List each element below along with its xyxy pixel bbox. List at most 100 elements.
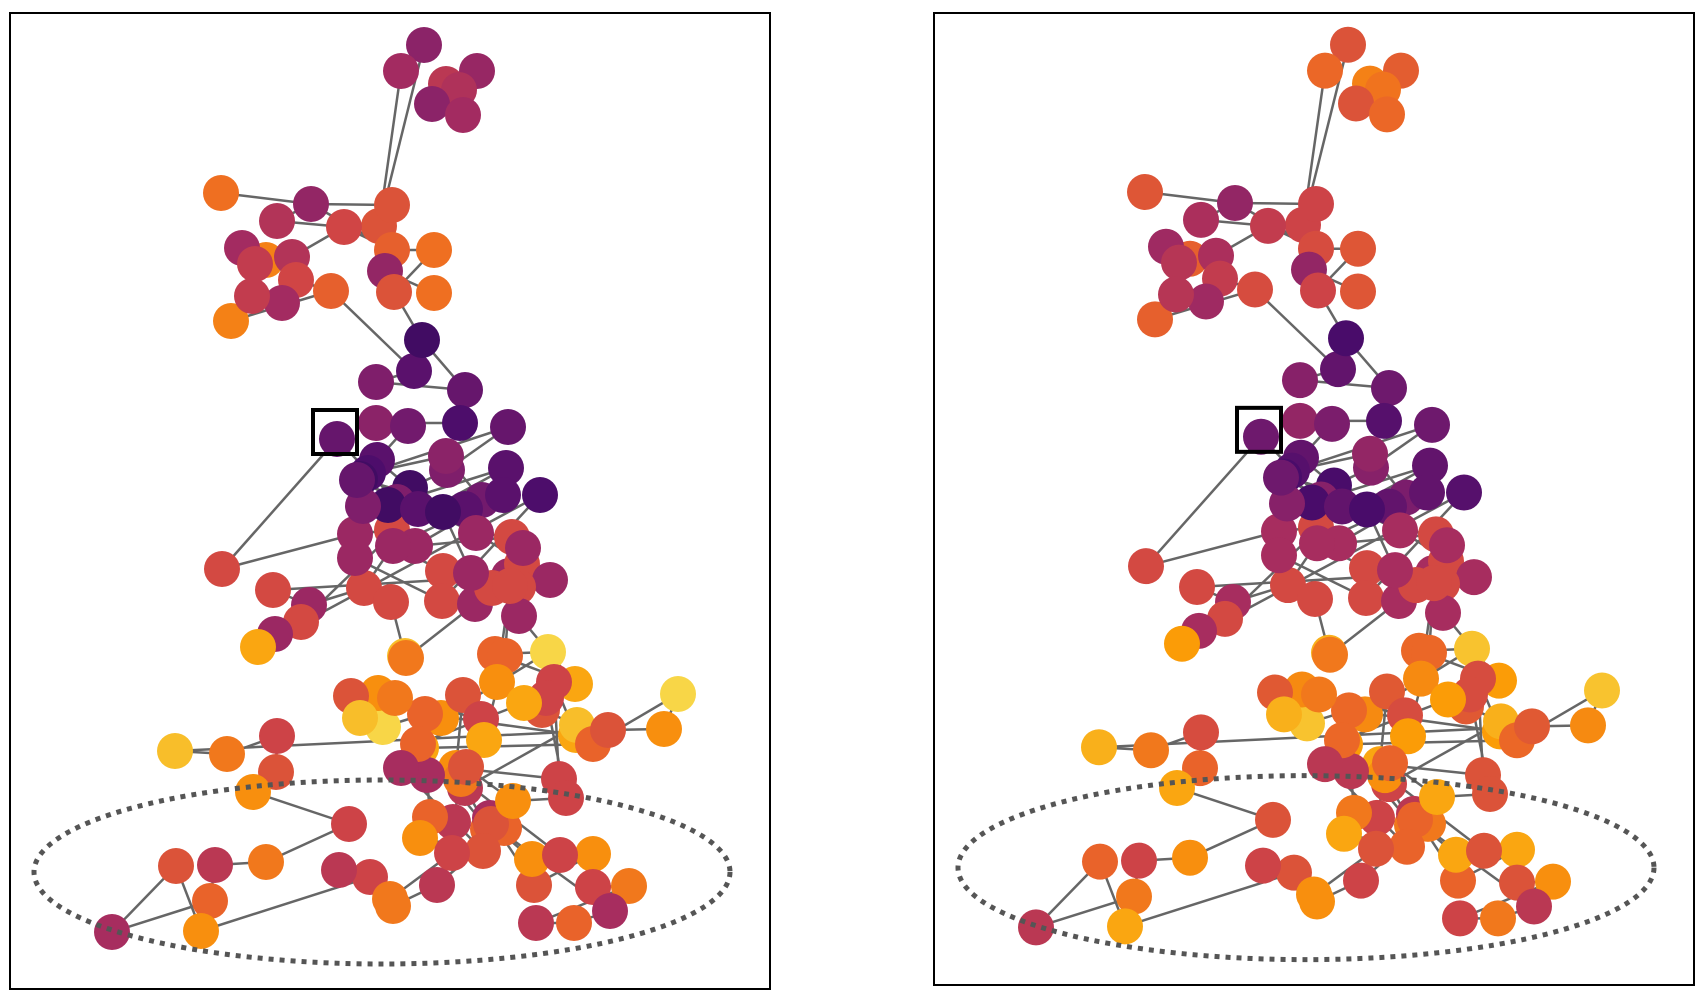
graph-node bbox=[1535, 863, 1571, 900]
graph-node bbox=[339, 462, 375, 498]
graph-node bbox=[485, 477, 521, 513]
graph-node bbox=[1172, 839, 1208, 876]
graph-node bbox=[1301, 676, 1337, 713]
graph-node bbox=[447, 372, 483, 408]
graph-node bbox=[590, 712, 626, 748]
graph-node bbox=[1188, 283, 1224, 320]
graph-node bbox=[479, 664, 515, 700]
graph-node bbox=[1326, 815, 1362, 852]
graph-node bbox=[1082, 843, 1118, 880]
graph-node bbox=[424, 583, 460, 619]
graph-node bbox=[1243, 418, 1279, 455]
graph-node bbox=[501, 598, 537, 634]
graph-node bbox=[293, 186, 329, 222]
graph-node bbox=[522, 477, 558, 513]
graph-node bbox=[319, 421, 355, 457]
graph-node bbox=[342, 700, 378, 736]
graph-node bbox=[1430, 681, 1466, 718]
graph-node bbox=[1266, 696, 1302, 733]
graph-node bbox=[157, 733, 193, 769]
graph-node bbox=[1425, 594, 1461, 631]
graph-node bbox=[1237, 271, 1273, 308]
graph-node bbox=[416, 232, 452, 268]
graph-edge bbox=[1145, 435, 1262, 567]
graph-node bbox=[1440, 862, 1476, 899]
graph-node bbox=[416, 275, 452, 311]
graph-node bbox=[1270, 567, 1306, 604]
graph-node bbox=[374, 187, 410, 223]
graph-node bbox=[1466, 832, 1502, 869]
graph-node bbox=[1442, 900, 1478, 937]
graph-node bbox=[428, 438, 464, 474]
graph-node bbox=[1128, 548, 1164, 585]
graph-node bbox=[237, 246, 273, 282]
graph-node bbox=[453, 555, 489, 591]
graph-node bbox=[530, 634, 566, 670]
graph-node bbox=[445, 97, 481, 133]
graph-node bbox=[388, 640, 424, 676]
graph-node bbox=[203, 175, 239, 211]
graph-node bbox=[1403, 660, 1439, 697]
graph-node bbox=[492, 568, 528, 604]
graph-node bbox=[259, 718, 295, 754]
dashed-ellipse bbox=[31, 777, 733, 967]
graph-node bbox=[448, 749, 484, 785]
graph-node bbox=[1419, 778, 1455, 815]
graph-node bbox=[1158, 276, 1194, 313]
graph-node bbox=[518, 905, 554, 941]
graph-node bbox=[1255, 801, 1291, 838]
graph-node bbox=[331, 806, 367, 842]
graph-node bbox=[1446, 474, 1482, 511]
graph-node bbox=[506, 685, 542, 721]
graph-node bbox=[1366, 402, 1402, 439]
graph-node bbox=[375, 528, 411, 564]
graph-node bbox=[1338, 85, 1374, 122]
graph-node bbox=[1299, 525, 1335, 562]
graph-node bbox=[1480, 900, 1516, 937]
graph-node bbox=[372, 881, 408, 917]
graph-node bbox=[495, 783, 531, 819]
graph-node bbox=[337, 540, 373, 576]
graph-node bbox=[1320, 351, 1356, 388]
graph-node bbox=[396, 353, 432, 389]
graph-node bbox=[204, 551, 240, 587]
graph-node bbox=[377, 680, 413, 716]
graph-node bbox=[1343, 862, 1379, 899]
graph-edge bbox=[1145, 530, 1280, 568]
graph-node bbox=[1382, 512, 1418, 549]
graph-node bbox=[259, 203, 295, 239]
graph-node bbox=[1307, 746, 1343, 783]
graph-node bbox=[1409, 474, 1445, 511]
graph-node bbox=[1261, 537, 1297, 574]
graph-node bbox=[1307, 52, 1343, 89]
graph-node bbox=[548, 780, 584, 816]
graph-node bbox=[158, 848, 194, 884]
dashed-ellipse bbox=[955, 773, 1657, 963]
graph-node bbox=[514, 841, 550, 877]
graph-node bbox=[1183, 714, 1219, 751]
highlight-box bbox=[1235, 405, 1283, 454]
graph-edge bbox=[1254, 288, 1339, 371]
panel-left-nodes bbox=[94, 27, 696, 950]
graph-node bbox=[458, 515, 494, 551]
graph-node bbox=[1314, 405, 1350, 442]
graph-node bbox=[1296, 876, 1332, 913]
graph-node bbox=[406, 27, 442, 63]
graph-node bbox=[1183, 201, 1219, 238]
graph-node bbox=[390, 408, 426, 444]
graph-edge bbox=[221, 532, 356, 571]
graph-node bbox=[373, 584, 409, 620]
graph-node bbox=[1584, 672, 1620, 709]
graph-node bbox=[1340, 230, 1376, 267]
graph-node bbox=[213, 303, 249, 339]
graph-node bbox=[1161, 244, 1197, 281]
graph-node bbox=[1297, 580, 1333, 617]
graph-node bbox=[1389, 828, 1425, 865]
graph-node bbox=[1121, 842, 1157, 879]
graph-node bbox=[1390, 718, 1426, 755]
graph-node bbox=[542, 837, 578, 873]
graph-node bbox=[1179, 569, 1215, 606]
graph-node bbox=[358, 364, 394, 400]
graph-node bbox=[1377, 552, 1413, 589]
graph-node bbox=[313, 273, 349, 309]
